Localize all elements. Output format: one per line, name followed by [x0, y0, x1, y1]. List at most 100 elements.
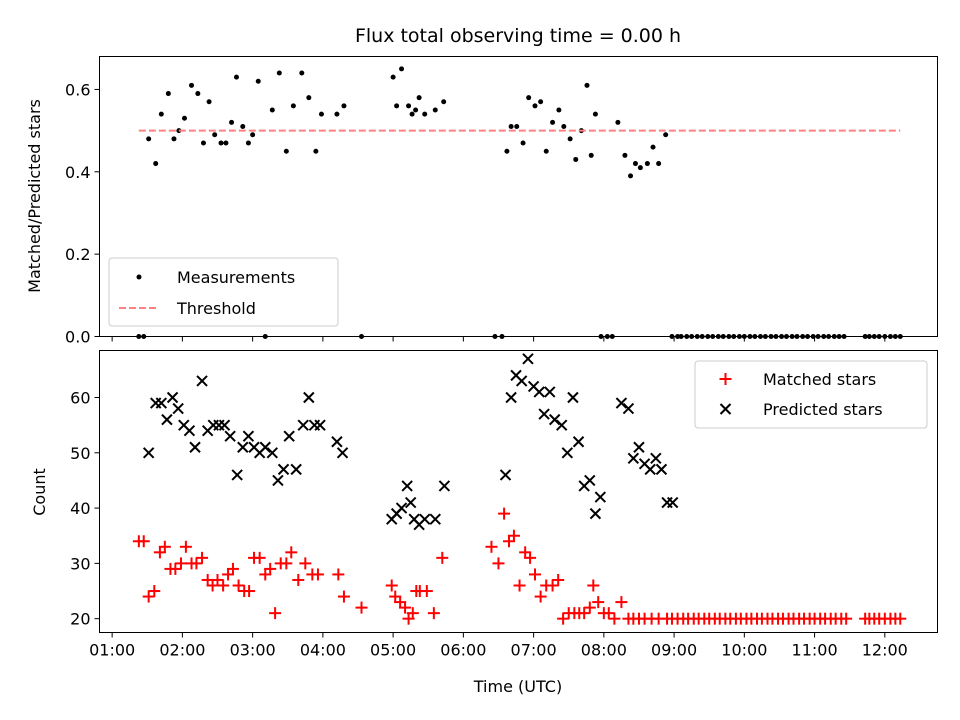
measurements-point [794, 334, 800, 339]
measurements-point [399, 66, 405, 72]
measurements-point [306, 95, 312, 101]
legend-marker-matched-stars [719, 373, 732, 385]
matched-stars-point [190, 557, 203, 570]
matched-stars-point [211, 573, 224, 586]
measurements-point [588, 152, 594, 158]
matched-stars-point [142, 590, 155, 603]
bottom-legend: Matched stars Predicted stars [694, 360, 928, 429]
measurements-point [731, 334, 737, 339]
measurements-point [233, 74, 239, 80]
measurements-point [250, 132, 256, 138]
predicted-stars-point [572, 436, 585, 448]
measurements-point [262, 334, 268, 339]
matched-stars-point [420, 585, 433, 598]
measurements-point [318, 111, 324, 117]
x-tick-label: 10:00 [721, 641, 767, 660]
measurements-point [871, 334, 877, 339]
matched-stars-point [264, 562, 277, 575]
chart-title: Flux total observing time = 0.00 h [355, 25, 681, 47]
x-tick-label: 12:00 [862, 641, 908, 660]
matched-stars-point [507, 529, 520, 542]
matched-stars-point [243, 585, 256, 598]
predicted-stars-point [283, 430, 295, 442]
matched-stars-point [280, 557, 293, 570]
matched-stars-point [534, 590, 547, 603]
predicted-stars-point [555, 419, 568, 431]
measurements-point [622, 152, 628, 158]
matched-stars-point [232, 579, 245, 592]
predicted-stars-point [224, 430, 236, 442]
bottom-y-tick-label: 40 [70, 499, 90, 518]
measurements-point [862, 334, 868, 339]
measurements-point [283, 148, 289, 154]
measurements-point [736, 334, 742, 339]
predicted-stars-point [172, 402, 184, 415]
predicted-stars-point [522, 353, 534, 365]
measurements-point [223, 140, 229, 146]
predicted-stars-point [515, 375, 528, 387]
predicted-stars-point [259, 441, 271, 453]
measurements-point [573, 156, 579, 162]
measurements-point [715, 334, 721, 339]
predicted-stars-point [419, 513, 431, 525]
predicted-stars-point [533, 386, 545, 398]
predicted-stars-point [644, 463, 656, 476]
bottom-y-tick-label: 60 [70, 389, 90, 408]
measurements-point [720, 334, 726, 339]
measurements-point [543, 148, 549, 154]
bottom-axes: 20 30 40 50 60 01:00 02:00 03:00 04:00 05:00 06:0… [30, 350, 938, 696]
matched-stars-point [196, 551, 209, 564]
measurements-point [831, 334, 837, 339]
predicted-stars-point [166, 391, 179, 404]
measurements-point [882, 334, 888, 339]
matched-stars-point [546, 579, 559, 592]
measurements-point [592, 111, 598, 117]
x-tick-label: 08:00 [581, 641, 627, 660]
measurements-point [136, 334, 142, 339]
matched-stars-point [615, 596, 628, 609]
measurements-point [299, 70, 305, 76]
matched-stars-point [337, 590, 350, 603]
measurements-point [628, 173, 634, 179]
predicted-stars-point [538, 408, 550, 420]
matched-stars-point [226, 562, 239, 575]
matched-stars-point [385, 579, 398, 592]
measurements-point [290, 103, 296, 109]
predicted-stars-point [655, 463, 668, 476]
predicted-stars-point [650, 452, 662, 465]
legend-label-matched-stars: Matched stars [763, 370, 876, 389]
x-tick-label: 09:00 [651, 641, 697, 660]
measurements-point [656, 161, 662, 167]
predicted-stars-point [303, 391, 315, 404]
measurements-point [416, 95, 422, 101]
measurements-point [752, 334, 758, 339]
measurements-point [538, 99, 544, 105]
predicted-stars-point [548, 413, 561, 426]
matched-stars-point [552, 573, 565, 586]
measurements-point [598, 334, 604, 339]
matched-stars-point [292, 573, 305, 586]
measurements-point [747, 334, 753, 339]
measurements-point [189, 82, 195, 88]
measurements-point [675, 334, 681, 339]
measurements-point [821, 334, 827, 339]
measurements-point [165, 91, 171, 97]
measurements-point [632, 161, 638, 167]
measurements-point [406, 103, 412, 109]
measurements-point [269, 107, 275, 113]
measurements-point [561, 124, 567, 129]
measurements-point [245, 140, 251, 146]
matched-stars-point [158, 540, 171, 553]
measurements-point [520, 140, 526, 146]
measurements-point [669, 334, 675, 339]
matched-stars-point [592, 596, 605, 609]
measurements-point [195, 91, 201, 97]
measurements-point [276, 70, 282, 76]
predicted-stars-point [666, 496, 679, 509]
matched-stars-point [253, 551, 266, 564]
matched-stars-point [602, 607, 615, 620]
measurements-point [684, 334, 690, 339]
matched-stars-point [524, 551, 537, 564]
measurements-point [584, 82, 590, 88]
